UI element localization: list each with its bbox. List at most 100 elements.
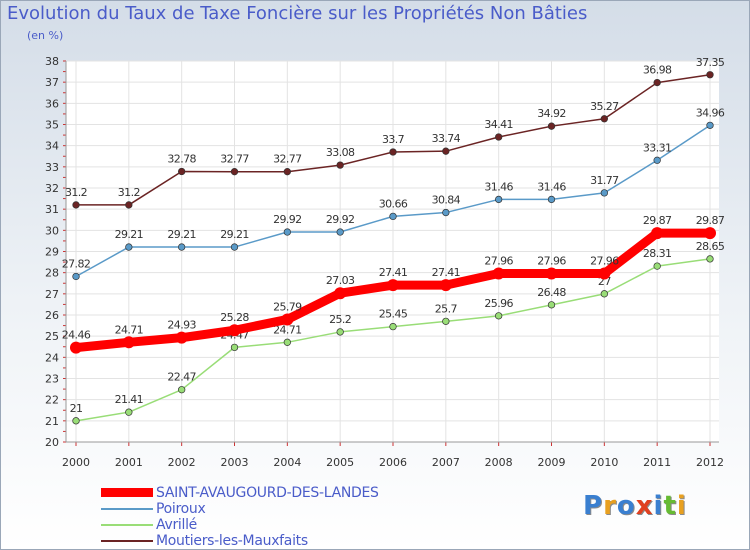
data-point <box>336 161 344 169</box>
data-point <box>336 328 344 336</box>
data-point <box>492 267 505 280</box>
y-tick-label: 32 <box>45 182 59 195</box>
data-label: 30.84 <box>432 194 461 207</box>
y-tick-label: 24 <box>45 351 59 364</box>
data-point <box>283 228 291 236</box>
data-label: 25.96 <box>484 297 513 310</box>
data-label: 28.31 <box>643 247 672 260</box>
data-label: 21 <box>70 402 83 415</box>
data-label: 29.21 <box>115 228 144 241</box>
data-label: 27.03 <box>326 274 355 287</box>
x-tick-label: 2008 <box>485 456 513 469</box>
data-point <box>175 331 188 344</box>
y-tick-label: 29 <box>45 246 59 259</box>
data-point <box>495 195 503 204</box>
x-tick-label: 2006 <box>379 456 407 469</box>
logo-letter: t <box>663 491 677 521</box>
data-point <box>547 195 556 204</box>
data-label: 27.96 <box>537 255 566 268</box>
data-label: 29.87 <box>643 214 672 227</box>
data-label: 34.41 <box>484 118 513 131</box>
data-label: 33.74 <box>432 132 461 145</box>
data-point <box>125 201 133 209</box>
data-point <box>228 324 241 337</box>
x-tick-label: 2010 <box>590 456 618 469</box>
data-point <box>389 212 397 221</box>
y-tick-label: 36 <box>45 97 59 110</box>
y-tick-label: 34 <box>45 140 59 153</box>
data-point <box>653 156 661 164</box>
legend-swatch <box>101 508 153 510</box>
x-tick-label: 2003 <box>221 456 249 469</box>
data-point <box>651 227 664 240</box>
data-point <box>653 262 661 270</box>
data-label: 24.46 <box>62 329 91 342</box>
data-point <box>600 115 608 123</box>
logo-letter: i <box>676 491 687 521</box>
y-tick-label: 26 <box>45 309 59 322</box>
x-tick-label: 2007 <box>432 456 460 469</box>
y-tick-label: 37 <box>45 76 59 89</box>
data-point <box>495 312 503 320</box>
chart-title: Evolution du Taux de Taxe Foncière sur l… <box>7 3 588 24</box>
data-label: 34.92 <box>537 107 566 120</box>
y-tick-label: 38 <box>45 55 59 68</box>
data-point <box>389 148 397 156</box>
logo-letter: P <box>583 491 604 521</box>
logo-letter: i <box>653 491 664 521</box>
data-point <box>178 243 186 251</box>
y-tick-label: 20 <box>45 436 59 449</box>
data-label: 33.31 <box>643 141 672 154</box>
x-tick-label: 2004 <box>273 456 301 469</box>
data-label: 28.65 <box>696 240 725 253</box>
data-label: 25.2 <box>329 313 351 326</box>
data-label: 31.46 <box>484 180 513 193</box>
x-tick-label: 2005 <box>326 456 354 469</box>
x-tick-label: 2011 <box>643 456 671 469</box>
legend-swatch <box>101 488 153 497</box>
data-label: 36.98 <box>643 64 672 77</box>
data-label: 31.77 <box>590 174 619 187</box>
logo-letter: r <box>603 491 617 521</box>
logo-letter: o <box>616 491 636 521</box>
data-point <box>547 301 556 309</box>
data-point <box>547 122 556 130</box>
data-point <box>439 279 452 292</box>
data-label: 25.45 <box>379 308 408 321</box>
data-point <box>600 290 608 298</box>
data-label: 29.92 <box>273 213 302 226</box>
data-point <box>545 267 558 280</box>
x-tick-label: 2001 <box>115 456 143 469</box>
data-point <box>122 336 135 349</box>
data-label: 32.78 <box>167 152 196 165</box>
data-point <box>442 147 450 155</box>
data-point <box>178 167 186 176</box>
proxiti-logo: Proxiti <box>583 491 687 521</box>
y-unit-label: (en %) <box>27 29 64 42</box>
data-point <box>653 78 661 87</box>
data-point <box>125 243 133 251</box>
data-point <box>706 71 714 79</box>
data-label: 29.21 <box>167 228 196 241</box>
legend-label: Avrillé <box>156 517 197 533</box>
data-label: 31.46 <box>537 180 566 193</box>
data-point <box>125 408 133 416</box>
y-tick-label: 21 <box>45 415 59 428</box>
data-label: 22.47 <box>167 371 196 384</box>
data-point <box>706 255 714 263</box>
logo-letter: x <box>635 491 654 521</box>
x-tick-label: 2000 <box>62 456 90 469</box>
data-point <box>706 121 714 129</box>
data-label: 25.79 <box>273 300 302 313</box>
data-point <box>442 317 450 326</box>
data-label: 29.21 <box>220 228 249 241</box>
y-tick-label: 23 <box>45 373 59 386</box>
data-label: 27.41 <box>432 266 461 279</box>
legend-label: SAINT-AVAUGOURD-DES-LANDES <box>156 485 379 501</box>
data-label: 29.87 <box>696 214 725 227</box>
data-point <box>598 267 611 280</box>
x-tick-label: 2009 <box>538 456 566 469</box>
data-point <box>442 208 450 217</box>
data-point <box>283 168 291 176</box>
x-tick-label: 2012 <box>696 456 724 469</box>
